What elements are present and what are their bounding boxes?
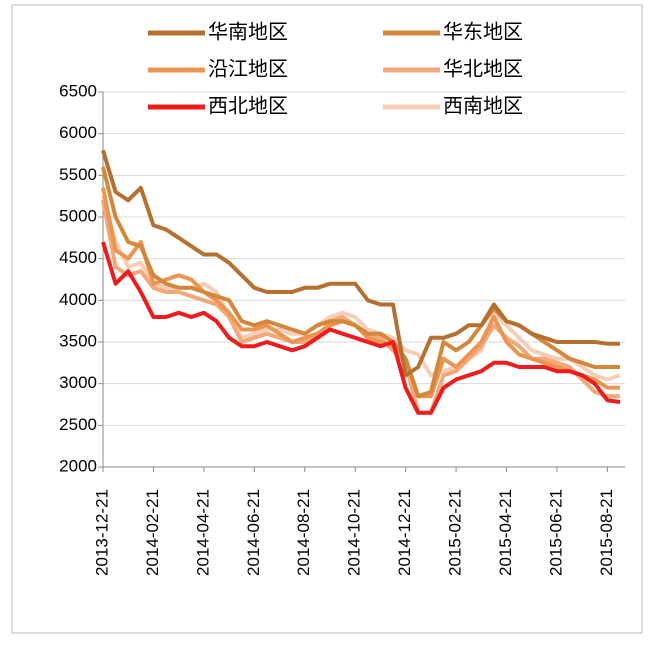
x-tick-label: 2013-12-21 [92, 489, 111, 576]
x-tick-label: 2014-04-21 [193, 489, 212, 576]
y-tick-label: 2500 [59, 415, 97, 434]
y-tick-label: 4000 [59, 290, 97, 309]
legend-label: 西南地区 [443, 94, 523, 118]
legend-label: 沿江地区 [208, 57, 288, 81]
legend-label: 华东地区 [443, 20, 523, 44]
x-tick-label: 2014-12-21 [395, 489, 414, 576]
series-line [101, 241, 621, 415]
series-line [101, 149, 620, 378]
y-tick-label: 2000 [59, 456, 97, 475]
x-tick-label: 2014-10-21 [345, 489, 364, 576]
x-tick-label: 2014-06-21 [244, 489, 263, 576]
x-tick-label: 2015-06-21 [546, 489, 565, 576]
x-tick-label: 2014-08-21 [294, 489, 313, 576]
y-tick-label: 3500 [59, 331, 97, 350]
x-tick-label: 2015-04-21 [496, 489, 515, 576]
y-tick-label: 4500 [59, 248, 97, 267]
x-tick-label: 2014-02-21 [143, 489, 162, 576]
x-tick-label: 2015-02-21 [446, 489, 465, 576]
y-tick-label: 5500 [59, 165, 97, 184]
legend-label: 西北地区 [208, 94, 288, 118]
y-tick-label: 5000 [59, 206, 97, 225]
y-tick-label: 3000 [59, 373, 97, 392]
y-tick-label: 6500 [59, 81, 97, 100]
y-tick-label: 6000 [59, 123, 97, 142]
legend-label: 华北地区 [443, 57, 523, 81]
x-tick-label: 2015-08-21 [597, 489, 616, 576]
legend-label: 华南地区 [208, 20, 288, 44]
